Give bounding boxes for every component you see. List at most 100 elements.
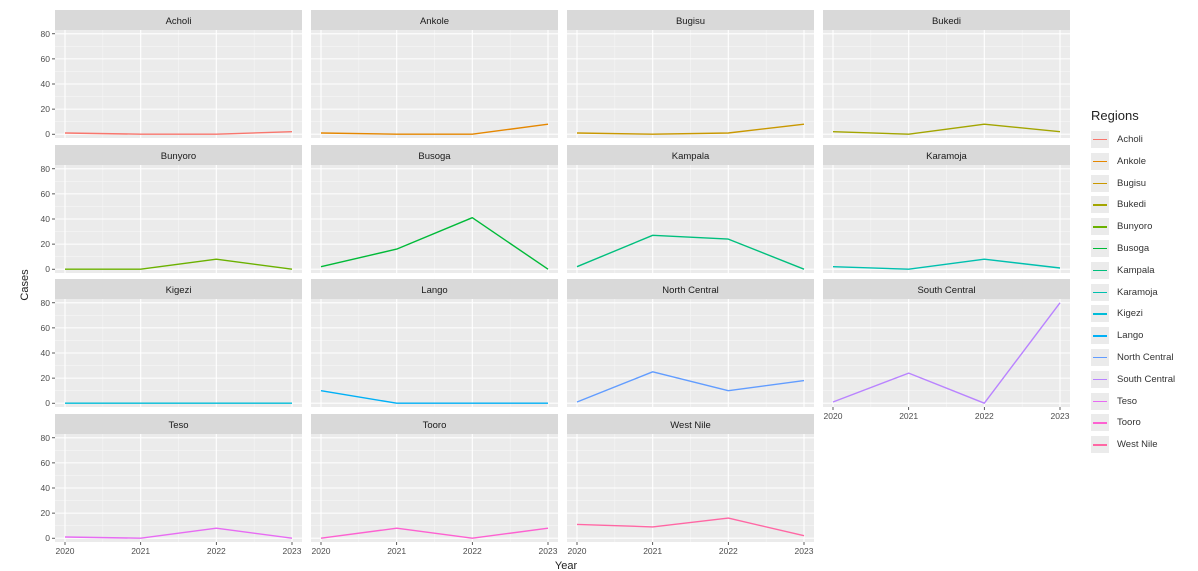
facet-strip: [311, 145, 558, 165]
legend-item: North Central: [1087, 347, 1197, 369]
facet-strip-label: Tooro: [423, 420, 447, 431]
legend-swatch: [1093, 226, 1107, 228]
x-tick-label: 2022: [975, 411, 994, 421]
facet-strip: [823, 145, 1070, 165]
legend-swatch: [1093, 444, 1107, 446]
x-tick-label: 2020: [56, 546, 75, 556]
facet-strip: [55, 414, 302, 434]
x-tick-label: 2022: [719, 546, 738, 556]
facet-panel: North Central: [567, 279, 814, 407]
legend-label: Bugisu: [1117, 177, 1147, 189]
y-tick-label: 40: [41, 483, 51, 493]
x-tick-label: 2023: [283, 546, 302, 556]
facet-panel: South Central 2020 2021 2022 2023: [823, 279, 1070, 421]
y-tick-label: 80: [41, 164, 51, 174]
legend-key: [1091, 196, 1109, 214]
legend-swatch: [1093, 269, 1107, 272]
facet-strip: [567, 279, 814, 299]
legend-key: [1091, 436, 1109, 454]
y-tick-label: 60: [41, 458, 51, 468]
x-tick-label: 2021: [387, 546, 406, 556]
legend-item: South Central: [1087, 369, 1197, 391]
facet-strip: [567, 145, 814, 165]
facet-panel: West Nile 2020 2021 2022 2023: [567, 414, 814, 556]
y-tick-label: 40: [41, 214, 51, 224]
legend-swatch: [1093, 291, 1107, 293]
series-line-north-central: [576, 371, 805, 403]
legend-item: Karamoja: [1087, 282, 1197, 304]
facet-strip: [311, 10, 558, 30]
y-tick-label: 80: [41, 433, 51, 443]
legend-swatch: [1093, 204, 1107, 206]
y-tick-label: 0: [45, 129, 50, 139]
facet-strip: [311, 279, 558, 299]
legend-item: Ankole: [1087, 151, 1197, 173]
y-tick-label: 0: [45, 264, 50, 274]
legend-swatch: [1093, 247, 1107, 250]
facet-strip-label: Busoga: [418, 151, 451, 162]
facet-strip-label: Kampala: [672, 151, 710, 162]
facet-strip-label: Karamoja: [926, 151, 967, 162]
facet-strip-label: South Central: [917, 285, 975, 296]
y-tick-label: 60: [41, 323, 51, 333]
facet-panel: Lango: [311, 279, 558, 407]
series-line-south-central: [832, 302, 1061, 404]
series-line-teso: [64, 527, 293, 539]
legend-label: Teso: [1117, 395, 1138, 407]
y-tick-label: 20: [41, 373, 51, 383]
legend-item: Kigezi: [1087, 303, 1197, 325]
legend-key: [1091, 152, 1109, 170]
facet-strip: [567, 414, 814, 434]
legend-label: Acholi: [1117, 134, 1143, 145]
legend-label: Kigezi: [1117, 308, 1143, 320]
legend-key: [1091, 327, 1109, 345]
legend-key: [1091, 370, 1109, 388]
legend-swatch: [1093, 422, 1107, 424]
legend-key: [1091, 239, 1109, 257]
y-tick-label: 80: [41, 298, 51, 308]
y-tick-label: 20: [41, 508, 51, 518]
legend-swatch: [1093, 182, 1107, 184]
series-line-acholi: [64, 131, 293, 135]
facet-strip-label: Kigezi: [166, 285, 192, 296]
facet-strip: [55, 279, 302, 299]
facet-strip-label: Bunyoro: [161, 151, 196, 162]
y-axis-title: Cases: [19, 269, 31, 301]
legend-label: Bukedi: [1117, 199, 1147, 211]
series-line-karamoja: [832, 258, 1061, 270]
facet-strip-label: Ankole: [420, 16, 449, 27]
facet-strip: [567, 10, 814, 30]
x-axis-title: Year: [555, 560, 578, 571]
legend-title: Regions: [1091, 108, 1139, 123]
y-tick-label: 20: [41, 239, 51, 249]
legend-swatch: [1093, 356, 1107, 359]
facet-strip: [823, 279, 1070, 299]
legend-item: Bugisu: [1087, 173, 1197, 195]
series-line-bukedi: [832, 123, 1061, 135]
legend-label: Ankole: [1117, 155, 1147, 167]
legend-item: Acholi: [1087, 129, 1197, 151]
series-line-kampala: [576, 234, 805, 270]
series-line-west-nile: [576, 517, 805, 537]
facet-panel: Ankole: [311, 10, 558, 138]
facet-panel: Bugisu: [567, 10, 814, 138]
x-tick-label: 2021: [899, 411, 918, 421]
facet-strip-label: Teso: [168, 420, 188, 431]
series-line-lango: [320, 390, 548, 404]
legend-label: West Nile: [1117, 439, 1158, 451]
legend-item: West Nile: [1087, 434, 1197, 456]
legend-key: [1091, 283, 1109, 301]
x-tick-label: 2022: [463, 546, 482, 556]
facet-panel: Bunyoro 0 20 40 60 80: [41, 145, 302, 274]
x-tick-label: 2020: [312, 546, 331, 556]
facet-strip: [55, 10, 302, 30]
series-line-ankole: [320, 123, 549, 135]
legend-label: Lango: [1117, 330, 1144, 342]
legend-key: [1091, 174, 1109, 192]
y-tick-label: 40: [41, 79, 51, 89]
x-tick-label: 2023: [1051, 411, 1070, 421]
legend-label: Busoga: [1117, 242, 1150, 254]
legend-label: North Central: [1117, 351, 1174, 363]
series-line-bunyoro: [65, 258, 293, 270]
